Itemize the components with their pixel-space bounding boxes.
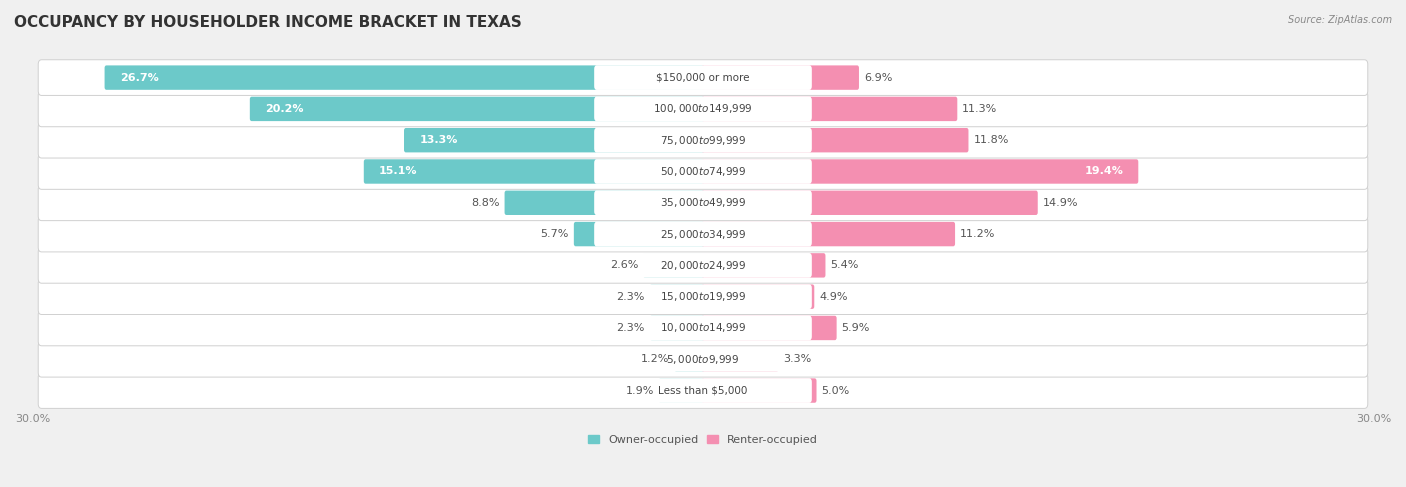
Text: 26.7%: 26.7%: [120, 73, 159, 83]
Text: 5.4%: 5.4%: [831, 261, 859, 270]
FancyBboxPatch shape: [595, 96, 811, 121]
FancyBboxPatch shape: [364, 159, 704, 184]
FancyBboxPatch shape: [650, 316, 704, 340]
Text: 15.1%: 15.1%: [380, 167, 418, 176]
FancyBboxPatch shape: [38, 247, 1368, 283]
Text: 19.4%: 19.4%: [1084, 167, 1123, 176]
FancyBboxPatch shape: [702, 97, 957, 121]
Text: $20,000 to $24,999: $20,000 to $24,999: [659, 259, 747, 272]
FancyBboxPatch shape: [574, 222, 704, 246]
FancyBboxPatch shape: [702, 316, 837, 340]
FancyBboxPatch shape: [595, 378, 811, 403]
FancyBboxPatch shape: [38, 216, 1368, 252]
FancyBboxPatch shape: [702, 190, 1038, 215]
Text: 2.6%: 2.6%: [610, 261, 638, 270]
FancyBboxPatch shape: [250, 97, 704, 121]
FancyBboxPatch shape: [702, 128, 969, 152]
FancyBboxPatch shape: [505, 190, 704, 215]
Text: 5.0%: 5.0%: [821, 386, 849, 395]
FancyBboxPatch shape: [38, 91, 1368, 127]
FancyBboxPatch shape: [702, 347, 779, 372]
FancyBboxPatch shape: [38, 373, 1368, 409]
Text: $100,000 to $149,999: $100,000 to $149,999: [654, 102, 752, 115]
FancyBboxPatch shape: [595, 65, 811, 90]
FancyBboxPatch shape: [702, 253, 825, 278]
Text: 2.3%: 2.3%: [616, 323, 645, 333]
FancyBboxPatch shape: [104, 65, 704, 90]
Text: 11.3%: 11.3%: [962, 104, 997, 114]
FancyBboxPatch shape: [38, 279, 1368, 315]
FancyBboxPatch shape: [659, 378, 704, 403]
FancyBboxPatch shape: [595, 222, 811, 246]
Text: 2.3%: 2.3%: [616, 292, 645, 301]
FancyBboxPatch shape: [643, 253, 704, 278]
Text: 5.7%: 5.7%: [540, 229, 569, 239]
Text: 13.3%: 13.3%: [419, 135, 457, 145]
FancyBboxPatch shape: [38, 60, 1368, 95]
Text: 14.9%: 14.9%: [1043, 198, 1078, 208]
FancyBboxPatch shape: [38, 310, 1368, 346]
Text: $25,000 to $34,999: $25,000 to $34,999: [659, 227, 747, 241]
FancyBboxPatch shape: [38, 341, 1368, 377]
FancyBboxPatch shape: [595, 190, 811, 215]
FancyBboxPatch shape: [595, 284, 811, 309]
Text: 11.8%: 11.8%: [973, 135, 1008, 145]
FancyBboxPatch shape: [595, 253, 811, 278]
Text: $5,000 to $9,999: $5,000 to $9,999: [666, 353, 740, 366]
FancyBboxPatch shape: [38, 185, 1368, 221]
Text: $35,000 to $49,999: $35,000 to $49,999: [659, 196, 747, 209]
Text: OCCUPANCY BY HOUSEHOLDER INCOME BRACKET IN TEXAS: OCCUPANCY BY HOUSEHOLDER INCOME BRACKET …: [14, 15, 522, 30]
FancyBboxPatch shape: [38, 154, 1368, 189]
Text: 3.3%: 3.3%: [783, 354, 811, 364]
FancyBboxPatch shape: [595, 316, 811, 340]
FancyBboxPatch shape: [38, 122, 1368, 158]
FancyBboxPatch shape: [595, 128, 811, 152]
Legend: Owner-occupied, Renter-occupied: Owner-occupied, Renter-occupied: [583, 431, 823, 450]
FancyBboxPatch shape: [702, 159, 1139, 184]
Text: 11.2%: 11.2%: [960, 229, 995, 239]
Text: $50,000 to $74,999: $50,000 to $74,999: [659, 165, 747, 178]
FancyBboxPatch shape: [702, 222, 955, 246]
Text: 5.9%: 5.9%: [842, 323, 870, 333]
Text: $150,000 or more: $150,000 or more: [657, 73, 749, 83]
Text: 4.9%: 4.9%: [820, 292, 848, 301]
Text: $15,000 to $19,999: $15,000 to $19,999: [659, 290, 747, 303]
FancyBboxPatch shape: [702, 378, 817, 403]
FancyBboxPatch shape: [595, 159, 811, 184]
FancyBboxPatch shape: [702, 65, 859, 90]
Text: 20.2%: 20.2%: [264, 104, 304, 114]
Text: 6.9%: 6.9%: [863, 73, 893, 83]
FancyBboxPatch shape: [675, 347, 704, 372]
FancyBboxPatch shape: [595, 347, 811, 372]
FancyBboxPatch shape: [650, 284, 704, 309]
Text: Source: ZipAtlas.com: Source: ZipAtlas.com: [1288, 15, 1392, 25]
Text: 1.2%: 1.2%: [641, 354, 669, 364]
Text: Less than $5,000: Less than $5,000: [658, 386, 748, 395]
Text: $75,000 to $99,999: $75,000 to $99,999: [659, 134, 747, 147]
Text: $10,000 to $14,999: $10,000 to $14,999: [659, 321, 747, 335]
FancyBboxPatch shape: [702, 284, 814, 309]
FancyBboxPatch shape: [404, 128, 704, 152]
Text: 8.8%: 8.8%: [471, 198, 499, 208]
Text: 1.9%: 1.9%: [626, 386, 654, 395]
